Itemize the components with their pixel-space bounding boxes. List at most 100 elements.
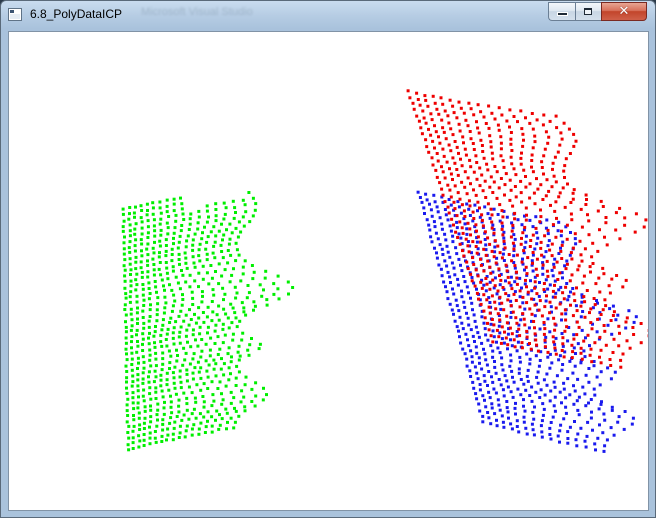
point [122, 264, 126, 268]
point [221, 286, 225, 290]
point [214, 208, 218, 211]
point [486, 259, 490, 263]
point [153, 341, 156, 345]
point [508, 178, 512, 182]
point [525, 352, 529, 356]
point [520, 346, 524, 350]
point [603, 298, 607, 302]
point [523, 246, 527, 250]
point-cloud-scene[interactable] [9, 32, 649, 511]
point [532, 417, 536, 421]
point [478, 184, 482, 188]
point [563, 264, 567, 268]
point [475, 240, 479, 244]
point [231, 199, 235, 203]
minimize-button[interactable] [548, 2, 575, 21]
point [486, 384, 489, 387]
point [446, 114, 450, 118]
point [614, 228, 618, 232]
point [453, 207, 457, 211]
point [192, 423, 196, 427]
point [454, 298, 458, 302]
point [485, 162, 489, 166]
point [128, 234, 132, 238]
point [140, 270, 144, 274]
point [221, 327, 225, 331]
point [505, 269, 509, 273]
point [260, 294, 264, 298]
point [125, 391, 129, 395]
point [492, 286, 496, 290]
point [509, 390, 513, 394]
maximize-button[interactable] [575, 2, 601, 21]
point [560, 368, 564, 372]
point [615, 274, 619, 277]
point [449, 203, 453, 207]
title-bar[interactable]: 6.8_PolyDataICP Microsoft Visual Studio … [1, 1, 655, 31]
point [605, 243, 609, 247]
point [180, 303, 184, 307]
point [466, 176, 470, 180]
point [608, 307, 612, 311]
point [575, 309, 579, 313]
point [489, 344, 493, 348]
point [509, 359, 513, 363]
point [131, 436, 135, 440]
point [536, 381, 540, 385]
point [554, 235, 558, 239]
point [506, 275, 510, 279]
point [423, 94, 427, 98]
point [158, 244, 162, 248]
point [457, 151, 460, 155]
point [571, 371, 575, 375]
point [172, 209, 176, 213]
point [510, 162, 514, 166]
point [475, 291, 479, 295]
point [227, 346, 231, 350]
point [505, 321, 509, 325]
point [512, 115, 516, 118]
point [589, 307, 593, 311]
point [205, 258, 209, 262]
point [239, 400, 243, 404]
point [135, 300, 139, 304]
point [548, 352, 552, 356]
point [509, 353, 513, 357]
point [210, 415, 214, 419]
render-viewport[interactable] [8, 31, 649, 511]
point [160, 368, 164, 372]
point [611, 314, 615, 317]
point [194, 321, 198, 325]
point [199, 366, 203, 370]
point [495, 256, 499, 260]
point [528, 362, 532, 366]
point [189, 318, 193, 321]
point [570, 218, 574, 222]
point [425, 218, 429, 222]
point [475, 371, 479, 375]
point [610, 277, 614, 281]
point [523, 282, 527, 286]
point [542, 322, 546, 326]
point [471, 380, 475, 384]
app-icon[interactable] [8, 8, 22, 21]
point [223, 268, 227, 272]
close-button[interactable]: ✕ [601, 2, 647, 21]
point [479, 263, 483, 267]
point [164, 254, 168, 258]
point [541, 266, 545, 270]
point [247, 191, 251, 194]
point [170, 259, 174, 263]
point [589, 416, 593, 420]
point [126, 397, 130, 401]
point [475, 161, 479, 164]
point [471, 261, 475, 265]
point [639, 322, 643, 325]
point [572, 346, 576, 350]
point [190, 427, 194, 431]
point [598, 335, 602, 339]
point [456, 236, 460, 239]
point [234, 316, 238, 320]
point [462, 254, 466, 258]
point [555, 374, 559, 378]
